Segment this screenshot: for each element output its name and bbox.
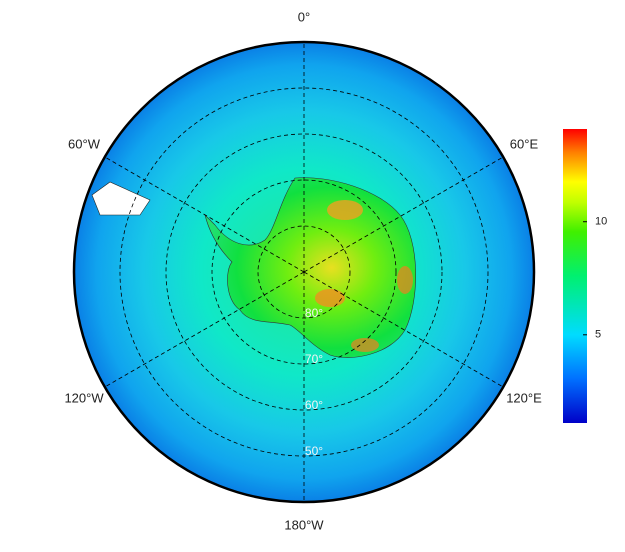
parallel-label: 80°: [305, 306, 323, 320]
meridian-label: 0°: [298, 9, 310, 24]
meridian-label: 60°W: [68, 136, 101, 151]
meridian: [104, 156, 305, 273]
meridian-label: 120°E: [506, 390, 542, 405]
map: [72, 40, 536, 504]
high-patch: [397, 266, 413, 294]
south-america-tip: [91, 181, 151, 216]
meridian-label: 120°W: [64, 390, 104, 405]
meridian-label: 60°E: [510, 136, 539, 151]
parallel: [211, 179, 397, 365]
meridian: [303, 156, 504, 273]
parallel-label: 60°: [305, 398, 323, 412]
parallel: [165, 133, 443, 411]
antarctica: [204, 177, 416, 358]
colorbar-tick-label: 5: [595, 329, 601, 341]
map-boundary: [72, 40, 536, 504]
high-patch: [327, 200, 363, 220]
meridian: [303, 271, 504, 388]
high-patch: [351, 338, 379, 352]
meridian-label: 180°W: [284, 517, 324, 532]
colorbar: [563, 129, 587, 423]
parallel-label: 70°: [305, 352, 323, 366]
parallel-label: 50°: [305, 444, 323, 458]
colorbar-tick-label: 10: [595, 216, 607, 228]
high-patch: [315, 289, 345, 307]
meridian: [104, 271, 305, 388]
